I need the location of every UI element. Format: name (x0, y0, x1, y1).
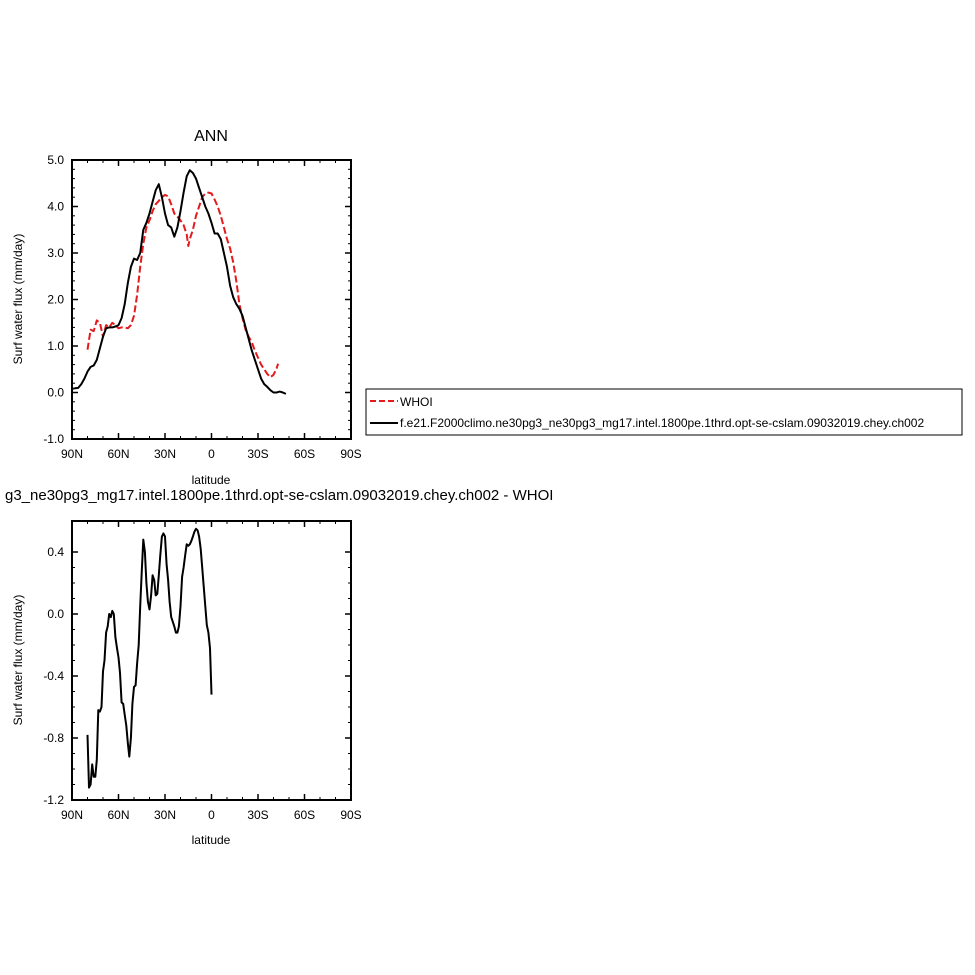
bottom-chart-x-tick-label: 30N (154, 808, 176, 822)
bottom-chart-x-tick-label: 90S (340, 808, 361, 822)
bottom-chart-x-tick-label: 60N (107, 808, 129, 822)
bottom-chart-y-axis-label: Surf water flux (mm/day) (11, 595, 25, 726)
top-chart-y-tick-label: 4.0 (47, 200, 64, 214)
top-chart-x-tick-label: 60N (107, 447, 129, 461)
top-chart-title: ANN (194, 128, 228, 145)
bottom-chart-y-tick-label: -0.8 (43, 731, 64, 745)
top-chart-y-tick-label: 2.0 (47, 293, 64, 307)
bottom-chart-x-axis-label: latitude (192, 833, 231, 847)
top-chart-y-axis-label: Surf water flux (mm/day) (11, 234, 25, 365)
bottom-chart-y-tick-label: 0.0 (47, 607, 64, 621)
bottom-chart-series-group (86, 527, 213, 789)
bottom-chart-x-tick-label: 0 (208, 808, 215, 822)
top-chart-x-tick-label: 30N (154, 447, 176, 461)
top-chart-series-line-1 (86, 191, 280, 379)
bottom-chart-x-tick-label: 60S (294, 808, 315, 822)
top-chart-frame (71, 159, 352, 440)
bottom-chart-ticks: 90N 60N 30N 0 30S 60S 90S -1.2 -0.8 -0.4 0.0 0.4 (43, 521, 362, 822)
top-chart-series-group (71, 169, 287, 395)
bottom-chart-y-tick-label: -1.2 (43, 793, 64, 807)
legend-entry-whoi: WHOI (400, 395, 433, 409)
bottom-chart-title: g3_ne30pg3_mg17.intel.1800pe.1thrd.opt-s… (5, 487, 553, 504)
bottom-line-chart: g3_ne30pg3_mg17.intel.1800pe.1thrd.opt-s… (5, 487, 553, 847)
bottom-chart-x-tick-label: 90N (61, 808, 83, 822)
top-chart-x-axis-label: latitude (192, 473, 231, 487)
top-chart-series-line-2 (71, 169, 287, 395)
bottom-chart-series-line-1 (86, 527, 213, 789)
top-chart-y-tick-label: 1.0 (47, 339, 64, 353)
top-chart-x-tick-label: 60S (294, 447, 315, 461)
bottom-chart-frame (71, 520, 352, 801)
top-chart-y-tick-label: 3.0 (47, 246, 64, 260)
top-chart-x-tick-label: 90S (340, 447, 361, 461)
bottom-chart-y-tick-label: -0.4 (43, 669, 64, 683)
top-chart-x-tick-label: 0 (208, 447, 215, 461)
top-line-chart: ANN 90N 60N 30N 0 30S 60S 90S -1.0 0.0 1.0 2.0 3.0 4… (11, 128, 362, 487)
top-chart-x-tick-label: 30S (247, 447, 268, 461)
top-chart-y-tick-label: 0.0 (47, 386, 64, 400)
top-chart-y-tick-label: 5.0 (47, 153, 64, 167)
bottom-chart-x-tick-label: 30S (247, 808, 268, 822)
top-chart-y-tick-label: -1.0 (43, 432, 64, 446)
bottom-chart-y-tick-label: 0.4 (47, 545, 64, 559)
top-chart-x-tick-label: 90N (61, 447, 83, 461)
legend-entry-model: f.e21.F2000climo.ne30pg3_ne30pg3_mg17.in… (400, 416, 924, 430)
legend-box (365, 388, 963, 436)
chart-legend: WHOI f.e21.F2000climo.ne30pg3_ne30pg3_mg… (365, 388, 963, 436)
top-chart-ticks: 90N 60N 30N 0 30S 60S 90S -1.0 0.0 1.0 2.0 3.0 4.0 5.… (43, 153, 361, 461)
